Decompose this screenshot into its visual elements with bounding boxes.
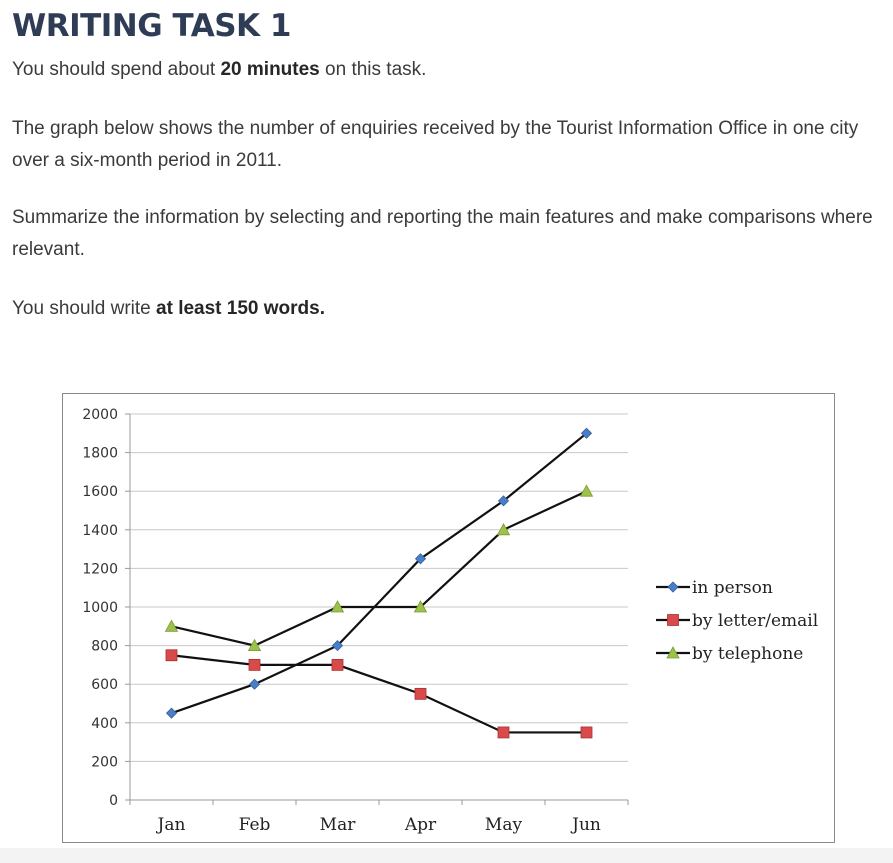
line-chart: 0 200 400 600 800 1000 1200 1400 1600 1800 2000 Jan… [82, 407, 818, 835]
data-point [164, 619, 179, 632]
y-tick-label: 1600 [82, 484, 118, 500]
data-point [497, 726, 510, 739]
word-count-emphasis: at least 150 words. [156, 298, 325, 319]
legend-label: by telephone [692, 644, 803, 664]
time-instruction-emphasis: 20 minutes [220, 59, 320, 80]
data-point [248, 678, 261, 690]
word-count-instruction: You should write at least 150 words. [12, 293, 882, 325]
data-point [497, 495, 510, 507]
data-point [330, 600, 345, 613]
series-line-2 [171, 490, 587, 647]
y-tick-label: 200 [91, 754, 118, 770]
x-tick-label: Feb [239, 815, 271, 835]
data-point [580, 427, 593, 439]
data-point [496, 522, 511, 536]
data-point [247, 638, 262, 651]
legend-label: in person [692, 578, 773, 598]
y-tick-label: 600 [91, 677, 118, 693]
y-tick-label: 1400 [82, 523, 118, 539]
task-description: The graph below shows the number of enqu… [12, 118, 859, 171]
y-tick-label: 1200 [82, 561, 118, 577]
y-tick-label: 1000 [82, 600, 118, 616]
legend-label: by letter/email [692, 611, 818, 631]
series-line-0 [171, 432, 588, 715]
data-point [331, 658, 344, 671]
series-line-1 [171, 654, 587, 734]
data-point [579, 484, 594, 497]
y-tick-label: 800 [91, 639, 118, 655]
legend-marker [667, 614, 679, 626]
time-instruction: You should spend about 20 minutes on thi… [12, 54, 882, 86]
time-instruction-suffix: on this task. [319, 59, 427, 80]
x-tick-label: Jan [156, 815, 186, 835]
data-point [165, 707, 178, 719]
bottom-strip [0, 848, 893, 863]
time-instruction-prefix: You should spend about [12, 59, 221, 80]
task-instruction: Summarize the information by selecting a… [12, 207, 873, 260]
x-tick-label: Apr [404, 815, 437, 835]
data-point [331, 640, 344, 652]
data-point [580, 726, 593, 739]
data-point [414, 553, 427, 565]
page-title: WRITING TASK 1 [12, 8, 291, 44]
legend-marker [666, 646, 680, 659]
y-tick-label: 1800 [82, 446, 118, 462]
y-tick-label: 0 [109, 793, 118, 809]
data-point [413, 600, 428, 613]
line-chart-frame: 0 200 400 600 800 1000 1200 1400 1600 1800 2000 Jan… [62, 393, 835, 843]
data-point [165, 649, 178, 662]
legend-marker [667, 581, 679, 593]
x-tick-label: May [485, 815, 523, 835]
y-tick-label: 400 [91, 716, 118, 732]
x-tick-label: Mar [320, 815, 357, 835]
data-point [414, 687, 427, 700]
word-count-prefix: You should write [12, 298, 157, 319]
y-tick-label: 2000 [82, 407, 118, 423]
x-tick-label: Jun [570, 815, 601, 835]
data-point [248, 658, 261, 671]
